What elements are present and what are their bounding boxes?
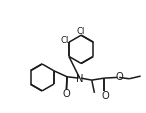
Text: O: O (102, 90, 109, 100)
Text: Cl: Cl (61, 35, 69, 44)
Text: Cl: Cl (77, 27, 85, 36)
Text: O: O (62, 88, 70, 98)
Text: O: O (115, 72, 123, 82)
Text: N: N (76, 73, 84, 83)
